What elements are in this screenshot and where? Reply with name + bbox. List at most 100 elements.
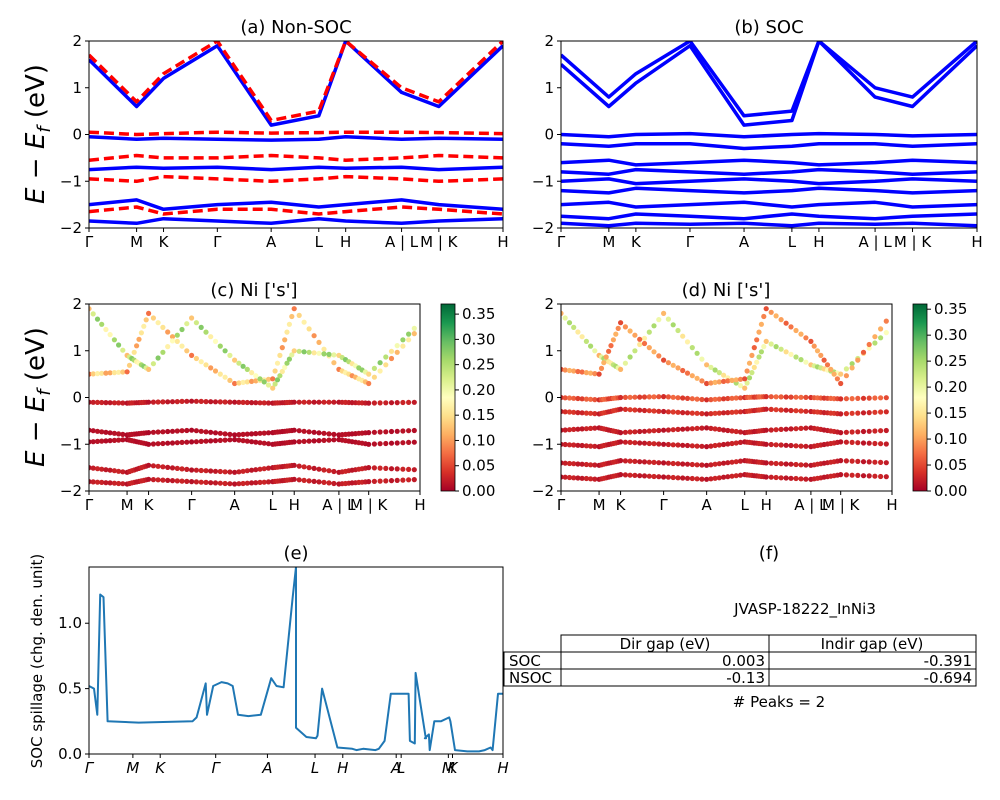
projection-point (793, 327, 799, 334)
y-tick-label: 2 (544, 32, 554, 50)
projection-point (575, 475, 581, 481)
projection-point (773, 427, 779, 433)
projection-point (265, 479, 272, 485)
x-tick-label: L (311, 759, 319, 777)
projection-point (331, 437, 337, 443)
projection-point (637, 459, 643, 465)
projection-point (265, 400, 272, 406)
projection-point (641, 428, 648, 434)
projection-point (383, 465, 389, 471)
projection-point (561, 310, 564, 316)
projection-point (165, 428, 171, 435)
x-tick-label: Γ (85, 759, 95, 777)
projection-point (694, 375, 700, 381)
projection-point (704, 362, 710, 368)
projection-point (222, 437, 228, 443)
projection-point (311, 350, 317, 356)
projection-point (675, 327, 681, 334)
gap-table (503, 634, 977, 687)
x-tick-label: L (741, 496, 750, 514)
projection-point (838, 430, 844, 436)
projection-point (291, 439, 297, 445)
panel-a-plot (89, 41, 503, 226)
x-tick-label: Γ (187, 496, 196, 514)
projection-point (400, 399, 406, 406)
projection-point (878, 473, 884, 480)
projection-point (824, 362, 831, 368)
projection-point (758, 349, 765, 355)
projection-point (169, 465, 176, 471)
projection-point (301, 438, 307, 444)
projection-point (566, 409, 573, 415)
projection-point (253, 378, 259, 384)
projection-point (160, 399, 166, 405)
x-tick-label: A (702, 496, 713, 514)
projection-point (146, 366, 152, 372)
projection-point (116, 342, 122, 348)
projection-point (562, 474, 568, 480)
projection-point (783, 320, 789, 326)
projection-point (103, 480, 109, 486)
projection-point (763, 394, 769, 400)
projection-point (301, 477, 307, 483)
projection-point (733, 409, 739, 415)
projection-point (627, 458, 633, 464)
projection-point (632, 458, 638, 464)
projection-point (165, 344, 171, 350)
projection-point (712, 410, 718, 416)
table-row-label: NSOC (509, 669, 552, 687)
band-line (89, 135, 503, 142)
projection-point (400, 440, 406, 446)
projection-point (212, 480, 219, 486)
projection-point (592, 443, 598, 449)
projection-point (227, 377, 233, 383)
projection-point (592, 397, 598, 403)
projection-point (716, 410, 722, 416)
projection-point (107, 370, 113, 376)
projection-point (579, 426, 585, 432)
projection-point (641, 394, 648, 400)
projection-point (680, 475, 686, 481)
projection-point (189, 352, 195, 358)
panel-d-colorbar (912, 303, 928, 492)
projection-point (208, 438, 214, 444)
projection-point (729, 459, 735, 465)
projection-point (855, 429, 861, 435)
projection-point (253, 400, 259, 406)
projection-point (656, 427, 662, 434)
projection-point (566, 320, 573, 326)
projection-point (562, 315, 568, 321)
projection-point (261, 400, 267, 406)
projection-point (311, 465, 317, 471)
projection-point (843, 458, 850, 464)
projection-point (788, 475, 794, 481)
projection-point (301, 349, 307, 355)
projection-point (406, 477, 412, 483)
projection-point (778, 475, 784, 481)
projection-point (160, 464, 166, 470)
projection-point (306, 349, 312, 355)
projection-point (665, 427, 672, 433)
projection-point (793, 443, 799, 449)
projection-point (872, 473, 878, 479)
y-tick-label: −1 (60, 435, 82, 453)
projection-point (562, 441, 568, 448)
projection-point (763, 460, 769, 466)
projection-point (571, 368, 577, 374)
projection-point (798, 476, 804, 482)
projection-point (383, 429, 389, 435)
y-tick-label: 2 (72, 32, 82, 50)
projection-point (670, 474, 676, 481)
projection-point (179, 326, 185, 333)
projection-point (272, 368, 278, 374)
projection-point (656, 394, 662, 400)
projection-point (274, 377, 281, 383)
projection-point (694, 396, 700, 402)
projection-point (388, 478, 395, 484)
projection-point (838, 458, 844, 464)
projection-point (872, 409, 878, 415)
projection-point (656, 408, 662, 414)
